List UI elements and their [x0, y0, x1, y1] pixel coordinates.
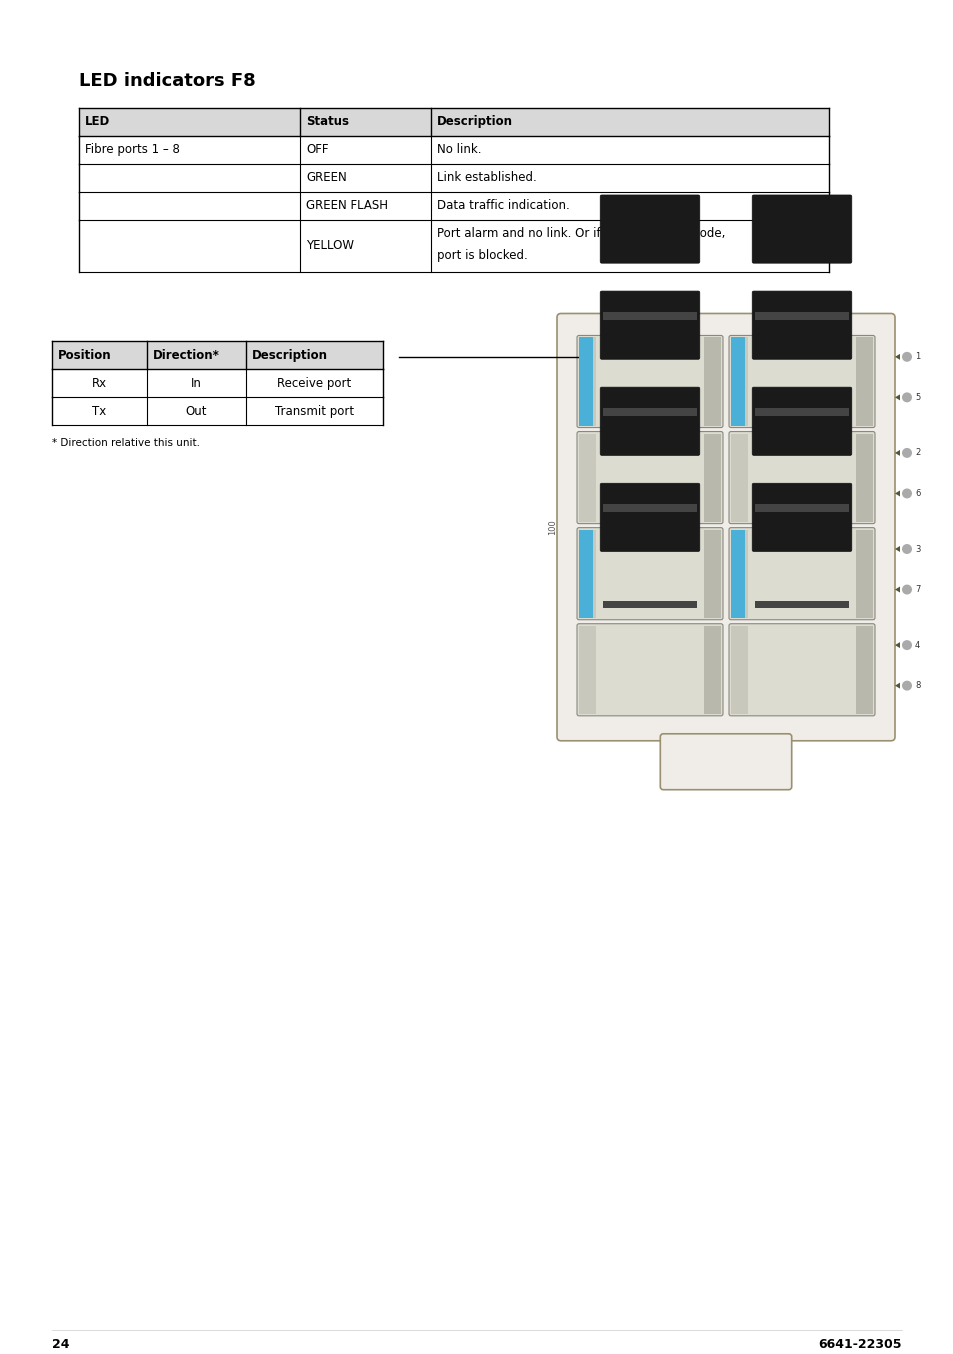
Bar: [578, 529, 593, 617]
Text: * Direction relative this unit.: * Direction relative this unit.: [52, 439, 200, 448]
Circle shape: [901, 544, 911, 554]
Text: Fibre ports 1 – 8: Fibre ports 1 – 8: [85, 144, 180, 156]
Circle shape: [901, 640, 911, 650]
Text: Description: Description: [436, 115, 513, 129]
Text: 5: 5: [914, 393, 920, 402]
Text: 2: 2: [914, 448, 920, 458]
Circle shape: [901, 681, 911, 691]
Text: Data traffic indication.: Data traffic indication.: [436, 199, 569, 213]
Bar: [855, 626, 872, 714]
Bar: [754, 505, 848, 512]
Bar: [602, 313, 697, 320]
Circle shape: [901, 352, 911, 362]
FancyBboxPatch shape: [599, 483, 700, 551]
Polygon shape: [894, 546, 899, 552]
Polygon shape: [894, 682, 899, 689]
Bar: [855, 529, 872, 617]
Bar: [703, 337, 720, 425]
Bar: [602, 409, 697, 416]
FancyBboxPatch shape: [728, 336, 874, 428]
Circle shape: [901, 393, 911, 402]
Text: 100: 100: [548, 520, 557, 535]
Text: 24: 24: [52, 1338, 70, 1351]
FancyBboxPatch shape: [557, 314, 894, 741]
Text: OFF: OFF: [306, 144, 328, 156]
Bar: [578, 626, 596, 714]
FancyBboxPatch shape: [728, 432, 874, 524]
Bar: [730, 337, 744, 425]
Bar: [578, 337, 596, 425]
Bar: [730, 337, 747, 425]
FancyBboxPatch shape: [751, 291, 851, 359]
Text: YELLOW: YELLOW: [306, 240, 354, 252]
Bar: [730, 433, 747, 521]
Text: 8: 8: [914, 681, 920, 691]
FancyBboxPatch shape: [599, 387, 700, 455]
Polygon shape: [894, 586, 899, 593]
Text: Description: Description: [252, 349, 328, 362]
Bar: [578, 337, 593, 425]
Text: Direction*: Direction*: [152, 349, 219, 362]
Circle shape: [901, 448, 911, 458]
Bar: [754, 313, 848, 320]
Bar: [578, 529, 596, 617]
Text: GREEN: GREEN: [306, 171, 346, 184]
Bar: [703, 529, 720, 617]
Text: 6: 6: [914, 489, 920, 498]
Bar: [602, 505, 697, 512]
Text: Position: Position: [58, 349, 112, 362]
Circle shape: [901, 585, 911, 594]
Bar: [730, 626, 747, 714]
Text: Tx: Tx: [92, 405, 107, 418]
Bar: [754, 601, 848, 608]
FancyBboxPatch shape: [728, 528, 874, 620]
Text: port is blocked.: port is blocked.: [436, 249, 527, 263]
Text: GREEN FLASH: GREEN FLASH: [306, 199, 388, 213]
FancyBboxPatch shape: [577, 432, 722, 524]
Text: 4: 4: [914, 640, 920, 650]
Polygon shape: [894, 642, 899, 649]
Bar: [703, 626, 720, 714]
Bar: [855, 433, 872, 521]
Text: Transmit port: Transmit port: [274, 405, 354, 418]
FancyBboxPatch shape: [577, 624, 722, 716]
Text: Out: Out: [186, 405, 207, 418]
Text: LED: LED: [85, 115, 111, 129]
FancyBboxPatch shape: [577, 336, 722, 428]
Text: Link established.: Link established.: [436, 171, 537, 184]
Bar: [79, 108, 828, 135]
FancyBboxPatch shape: [728, 624, 874, 716]
Bar: [578, 433, 596, 521]
Bar: [52, 341, 382, 370]
FancyBboxPatch shape: [659, 734, 791, 789]
Polygon shape: [894, 353, 899, 360]
FancyBboxPatch shape: [751, 483, 851, 551]
Text: LED indicators F8: LED indicators F8: [79, 72, 255, 89]
Bar: [855, 337, 872, 425]
Bar: [602, 601, 697, 608]
FancyBboxPatch shape: [577, 528, 722, 620]
Bar: [730, 529, 744, 617]
Polygon shape: [894, 490, 899, 497]
Bar: [703, 433, 720, 521]
Circle shape: [901, 489, 911, 498]
Text: 1: 1: [914, 352, 920, 362]
Text: Port alarm and no link. Or if FRNT or RSTP mode,: Port alarm and no link. Or if FRNT or RS…: [436, 227, 724, 240]
Text: 7: 7: [914, 585, 920, 594]
Text: No link.: No link.: [436, 144, 481, 156]
Polygon shape: [894, 394, 899, 401]
Text: 6641-22305: 6641-22305: [818, 1338, 901, 1351]
Bar: [730, 529, 747, 617]
Text: Rx: Rx: [91, 376, 107, 390]
FancyBboxPatch shape: [751, 387, 851, 455]
Text: Receive port: Receive port: [277, 376, 352, 390]
Bar: [754, 409, 848, 416]
Text: 3: 3: [914, 544, 920, 554]
FancyBboxPatch shape: [751, 195, 851, 263]
Polygon shape: [894, 450, 899, 456]
FancyBboxPatch shape: [599, 291, 700, 359]
FancyBboxPatch shape: [599, 195, 700, 263]
Text: Status: Status: [306, 115, 349, 129]
Text: In: In: [191, 376, 202, 390]
